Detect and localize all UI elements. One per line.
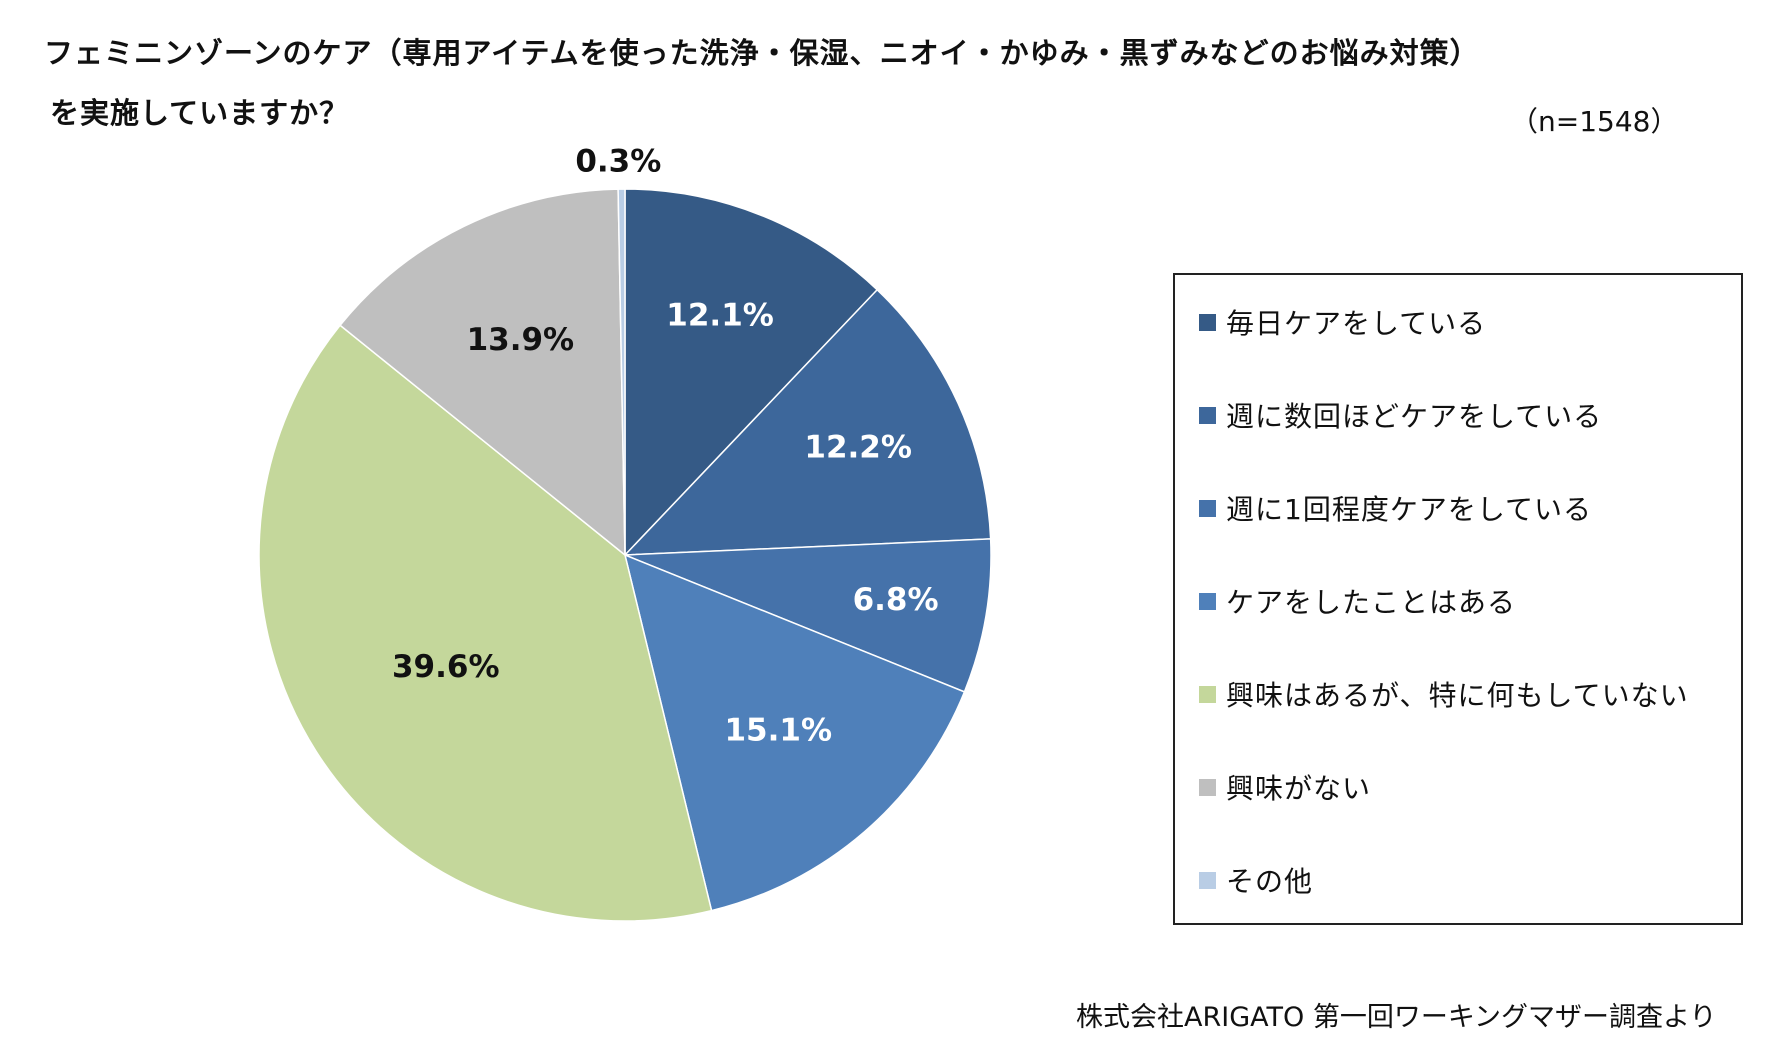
legend-label: 週に1回程度ケアをしている [1226,493,1592,526]
legend-item-6: 興味がない [1199,767,1371,807]
pie-slice-2 [623,288,992,556]
legend-item-7: その他 [1199,860,1313,900]
legend-swatch [1199,406,1216,424]
source-credit: 株式会社ARIGATO 第一回ワーキングマザー調査より [1076,1002,1717,1033]
legend-swatch [1199,778,1216,796]
legend-label: 毎日ケアをしている [1226,307,1487,340]
pie-slice-6 [339,188,626,557]
legend-label: ケアをしたことはある [1226,586,1517,619]
legend-label: 週に数回ほどケアをしている [1226,400,1603,433]
data-label-1: 12.1% [666,298,774,334]
chart-title-line-1: フェミニンゾーンのケア（専用アイテムを使った洗浄・保湿、ニオイ・かゆみ・黒ずみな… [44,36,1480,70]
data-label-5: 39.6% [392,649,500,685]
sample-size-label: （n=1548） [1510,105,1679,138]
legend-item-1: 毎日ケアをしている [1199,302,1486,342]
pie-slice-5 [258,324,713,922]
data-label-3: 6.8% [853,582,939,618]
pie-slice-7 [617,188,626,556]
data-label-6: 13.9% [467,322,575,358]
legend-swatch [1199,499,1216,517]
chart-title-line-2: を実施していますか？ [50,96,350,130]
data-label-2: 12.2% [804,429,912,465]
legend-swatch [1199,685,1216,703]
legend-item-4: ケアをしたことはある [1199,581,1516,621]
legend-swatch [1199,592,1216,610]
pie-slice-4 [623,553,966,912]
legend-label: その他 [1226,865,1314,898]
legend-label: 興味がない [1226,772,1372,805]
pie-slice-3 [624,538,992,693]
pie-slice-1 [624,188,879,557]
chart-legend: 毎日ケアをしている週に数回ほどケアをしている 週に1回程度ケアをしている ケアをした… [1173,273,1743,925]
legend-item-2: 週に数回ほどケアをしている [1199,395,1602,435]
legend-swatch [1199,313,1216,331]
legend-swatch [1199,871,1216,889]
data-label-4: 15.1% [724,713,832,749]
legend-item-3: 週に1回程度ケアをしている [1199,488,1592,528]
legend-label: 興味はあるが、特に何もしていない [1226,679,1689,712]
data-label-7: 0.3% [575,144,661,180]
legend-item-5: 興味はあるが、特に何もしていない [1199,674,1689,714]
